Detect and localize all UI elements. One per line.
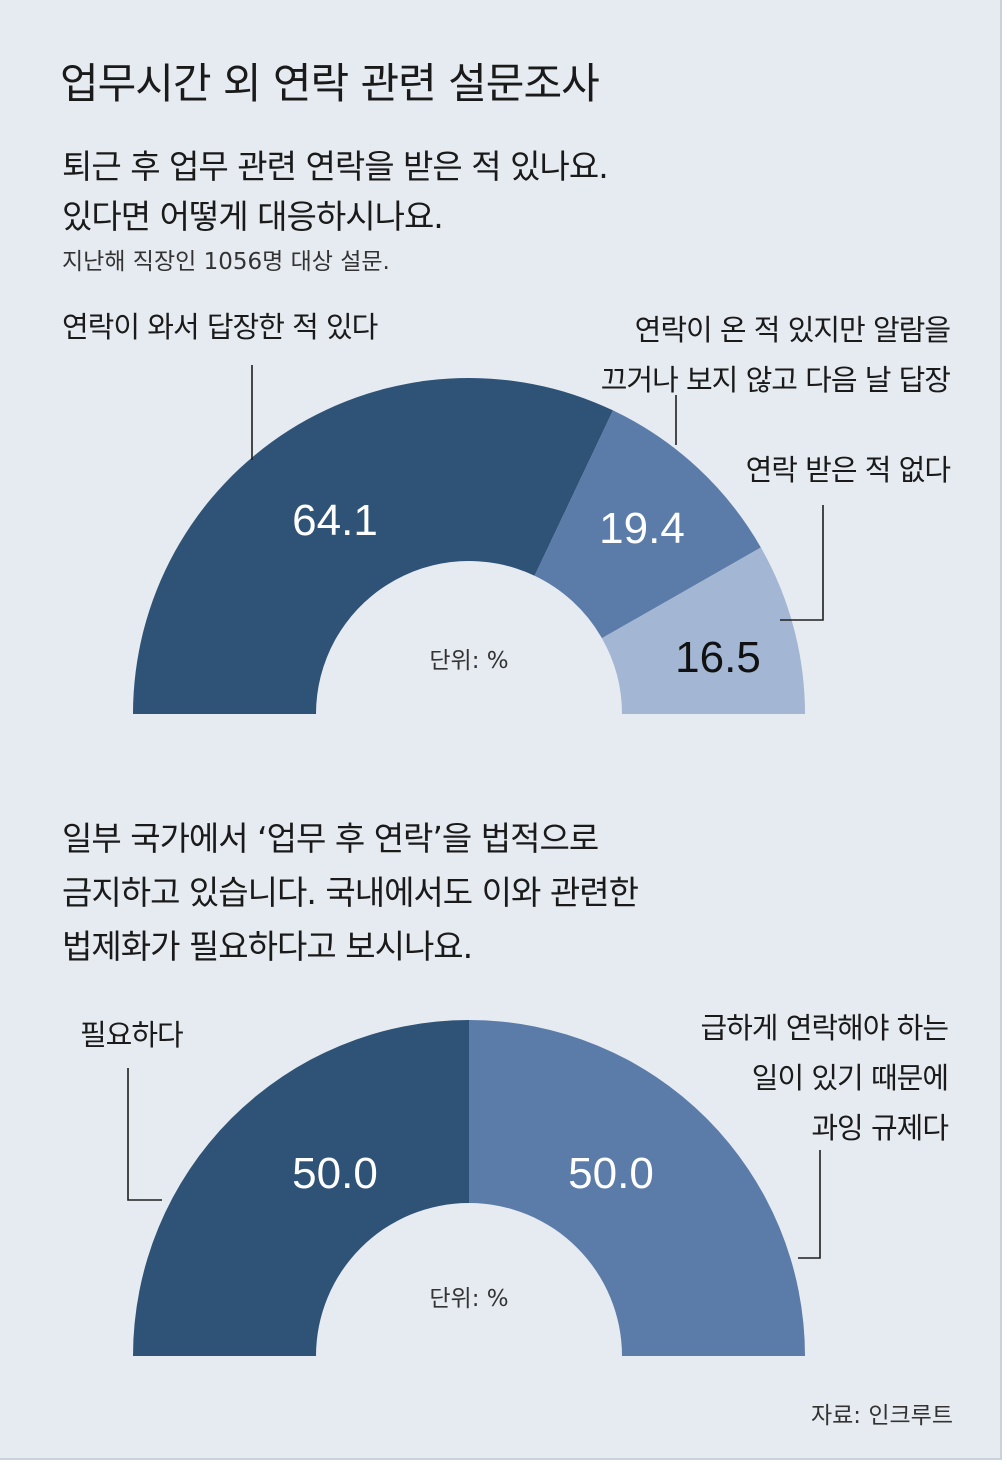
chart1-label-replied: 연락이 와서 답장한 적 있다 <box>62 302 378 352</box>
chart1-label-next-day: 연락이 온 적 있지만 알람을 끄거나 보지 않고 다음 날 답장 <box>600 305 951 405</box>
label-line: 연락이 와서 답장한 적 있다 <box>62 310 378 344</box>
chart1-value-label-2: 19.4 <box>599 504 685 553</box>
chart1-slice-1 <box>133 377 614 714</box>
chart2-leader-line-2 <box>798 1150 821 1259</box>
source-credit: 자료: 인크루트 <box>810 1403 953 1429</box>
label-line: 과잉 규제다 <box>811 1111 949 1145</box>
chart2-value-label-2: 50.0 <box>568 1149 654 1198</box>
chart1-value-label-3: 16.5 <box>675 633 761 682</box>
chart2-unit-label: 단위: % <box>429 1286 508 1312</box>
chart1-value-label-1: 64.1 <box>292 496 378 545</box>
question2-line2: 금지하고 있습니다. 국내에서도 이와 관련한 <box>62 873 639 912</box>
chart2-slice-2 <box>469 1020 805 1356</box>
survey-note: 지난해 직장인 1056명 대상 설문. <box>62 249 390 275</box>
label-line: 연락 받은 적 없다 <box>745 453 951 487</box>
chart1-slice-2 <box>534 410 761 639</box>
question1-line2: 있다면 어떻게 대응하시나요. <box>62 197 444 236</box>
chart1-unit-label: 단위: % <box>429 648 508 674</box>
question1-line1: 퇴근 후 업무 관련 연락을 받은 적 있나요. <box>62 147 609 186</box>
question2-line3: 법제화가 필요하다고 보시나요. <box>62 927 473 966</box>
chart2-label-needed: 필요하다 <box>80 1010 184 1060</box>
label-line: 필요하다 <box>80 1018 184 1052</box>
infographic-title: 업무시간 외 연락 관련 설문조사 <box>60 59 600 108</box>
label-line: 연락이 온 적 있지만 알람을 <box>634 313 951 347</box>
chart2-label-overregulation: 급하게 연락해야 하는 일이 있기 때문에 과잉 규제다 <box>700 1003 949 1153</box>
label-line: 끄거나 보지 않고 다음 날 답장 <box>600 363 951 397</box>
chart2-value-label-1: 50.0 <box>292 1149 378 1198</box>
label-line: 급하게 연락해야 하는 <box>700 1011 949 1045</box>
chart2-slice-1 <box>133 1020 469 1356</box>
chart2-leader-line-1 <box>127 1068 162 1201</box>
question2-line1: 일부 국가에서 ‘업무 후 연락’을 법적으로 <box>62 819 599 858</box>
label-line: 일이 있기 때문에 <box>751 1061 949 1095</box>
chart1-leader-line-3 <box>780 505 824 621</box>
chart1-label-never: 연락 받은 적 없다 <box>745 445 951 495</box>
chart1-slice-3 <box>601 547 806 714</box>
